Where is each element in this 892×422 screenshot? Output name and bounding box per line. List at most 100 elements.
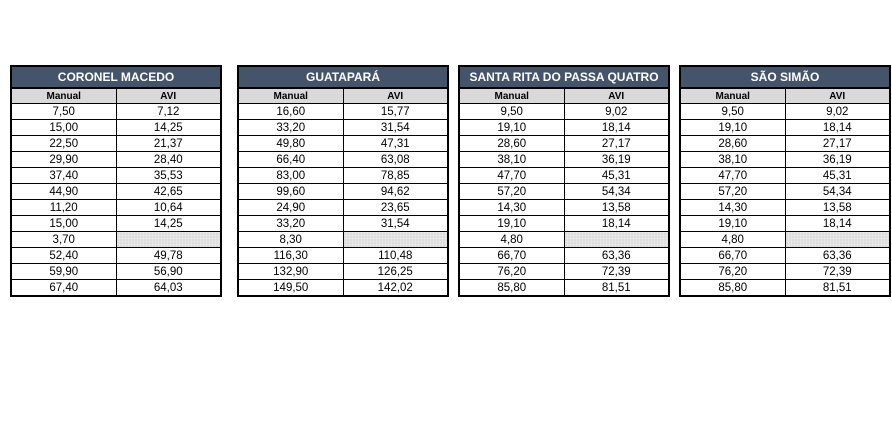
manual-value-cell: 28,60 <box>679 135 786 152</box>
manual-value-cell: 15,00 <box>10 215 117 232</box>
avi-value-cell: 45,31 <box>784 167 891 184</box>
manual-value-cell: 67,40 <box>10 279 117 297</box>
table-row: 44,90 42,65 <box>10 183 222 200</box>
avi-value-cell: 110,48 <box>342 247 449 264</box>
table-row: 85,80 81,51 <box>458 279 670 297</box>
manual-value-cell: 99,60 <box>237 183 344 200</box>
avi-value-cell: 45,31 <box>563 167 670 184</box>
table-row: 66,70 63,36 <box>679 247 891 264</box>
manual-value-cell: 38,10 <box>679 151 786 168</box>
column-header-row: Manual AVI <box>10 87 222 104</box>
table-row: 47,70 45,31 <box>679 167 891 184</box>
table-row: 76,20 72,39 <box>679 263 891 280</box>
table-row: 11,20 10,64 <box>10 199 222 216</box>
table-row: 19,10 18,14 <box>679 215 891 232</box>
manual-value-cell: 8,30 <box>237 231 344 248</box>
table-row: 14,30 13,58 <box>679 199 891 216</box>
avi-value-cell: 63,36 <box>784 247 891 264</box>
manual-value-cell: 14,30 <box>458 199 565 216</box>
table-row: 33,20 31,54 <box>237 215 449 232</box>
avi-value-cell: 63,08 <box>342 151 449 168</box>
manual-value-cell: 47,70 <box>679 167 786 184</box>
avi-value-cell: 18,14 <box>563 215 670 232</box>
column-header-avi: AVI <box>784 87 891 104</box>
manual-value-cell: 4,80 <box>679 231 786 248</box>
column-header-row: Manual AVI <box>237 87 449 104</box>
table-row: 9,50 9,02 <box>679 103 891 120</box>
table-row: 28,60 27,17 <box>458 135 670 152</box>
manual-value-cell: 14,30 <box>679 199 786 216</box>
avi-value-cell: 13,58 <box>563 199 670 216</box>
table-title: CORONEL MACEDO <box>9 65 223 89</box>
manual-value-cell: 52,40 <box>10 247 117 264</box>
avi-value-cell: 10,64 <box>115 199 222 216</box>
avi-value-cell: 56,90 <box>115 263 222 280</box>
table-title: SÃO SIMÃO <box>678 65 892 89</box>
table-row: 19,10 18,14 <box>458 119 670 136</box>
manual-value-cell: 49,80 <box>237 135 344 152</box>
avi-value-cell: 36,19 <box>784 151 891 168</box>
avi-value-cell: 47,31 <box>342 135 449 152</box>
manual-value-cell: 116,30 <box>237 247 344 264</box>
avi-value-cell: 21,37 <box>115 135 222 152</box>
table-row: 19,10 18,14 <box>458 215 670 232</box>
table-row: 37,40 35,53 <box>10 167 222 184</box>
table-row: 99,60 94,62 <box>237 183 449 200</box>
table-row: 19,10 18,14 <box>679 119 891 136</box>
table-row: 38,10 36,19 <box>458 151 670 168</box>
toll-table: SÃO SIMÃO Manual AVI 9,50 9,02 19,10 18,14 28,6… <box>678 65 892 297</box>
avi-value-cell: 35,53 <box>115 167 222 184</box>
manual-value-cell: 47,70 <box>458 167 565 184</box>
avi-value-cell: 72,39 <box>563 263 670 280</box>
toll-table: CORONEL MACEDO Manual AVI 7,50 7,12 15,00 14,2… <box>9 65 223 297</box>
manual-value-cell: 4,80 <box>458 231 565 248</box>
manual-value-cell: 16,60 <box>237 103 344 120</box>
table-row: 4,80 <box>458 231 670 248</box>
table-row: 14,30 13,58 <box>458 199 670 216</box>
table-row: 47,70 45,31 <box>458 167 670 184</box>
avi-value-cell: 13,58 <box>784 199 891 216</box>
table-row: 15,00 14,25 <box>10 119 222 136</box>
avi-value-cell: 49,78 <box>115 247 222 264</box>
avi-value-cell: 15,77 <box>342 103 449 120</box>
table-row: 116,30 110,48 <box>237 247 449 264</box>
avi-value-cell: 42,65 <box>115 183 222 200</box>
table-row: 8,30 <box>237 231 449 248</box>
manual-value-cell: 37,40 <box>10 167 117 184</box>
avi-value-cell: 78,85 <box>342 167 449 184</box>
avi-value-cell: 72,39 <box>784 263 891 280</box>
column-header-manual: Manual <box>237 87 344 104</box>
avi-value-cell: 18,14 <box>563 119 670 136</box>
manual-value-cell: 76,20 <box>679 263 786 280</box>
toll-table: GUATAPARÁ Manual AVI 16,60 15,77 33,20 31,54 49… <box>237 65 449 297</box>
manual-value-cell: 132,90 <box>237 263 344 280</box>
empty-shaded-cell <box>784 231 891 248</box>
column-header-manual: Manual <box>458 87 565 104</box>
avi-value-cell: 27,17 <box>563 135 670 152</box>
table-row: 33,20 31,54 <box>237 119 449 136</box>
toll-table: SANTA RITA DO PASSA QUATRO Manual AVI 9,50 9… <box>457 65 671 297</box>
manual-value-cell: 19,10 <box>458 215 565 232</box>
table-row: 83,00 78,85 <box>237 167 449 184</box>
empty-shaded-cell <box>563 231 670 248</box>
table-row: 67,40 64,03 <box>10 279 222 297</box>
table-row: 28,60 27,17 <box>679 135 891 152</box>
table-row: 7,50 7,12 <box>10 103 222 120</box>
table-row: 3,70 <box>10 231 222 248</box>
table-row: 9,50 9,02 <box>458 103 670 120</box>
manual-value-cell: 85,80 <box>458 279 565 297</box>
avi-value-cell: 9,02 <box>563 103 670 120</box>
manual-value-cell: 29,90 <box>10 151 117 168</box>
manual-value-cell: 76,20 <box>458 263 565 280</box>
manual-value-cell: 149,50 <box>237 279 344 297</box>
table-title: GUATAPARÁ <box>237 65 449 89</box>
manual-value-cell: 57,20 <box>679 183 786 200</box>
avi-value-cell: 36,19 <box>563 151 670 168</box>
manual-value-cell: 33,20 <box>237 215 344 232</box>
manual-value-cell: 22,50 <box>10 135 117 152</box>
manual-value-cell: 57,20 <box>458 183 565 200</box>
avi-value-cell: 81,51 <box>784 279 891 297</box>
avi-value-cell: 9,02 <box>784 103 891 120</box>
table-title: SANTA RITA DO PASSA QUATRO <box>457 65 671 89</box>
table-row: 149,50 142,02 <box>237 279 449 297</box>
